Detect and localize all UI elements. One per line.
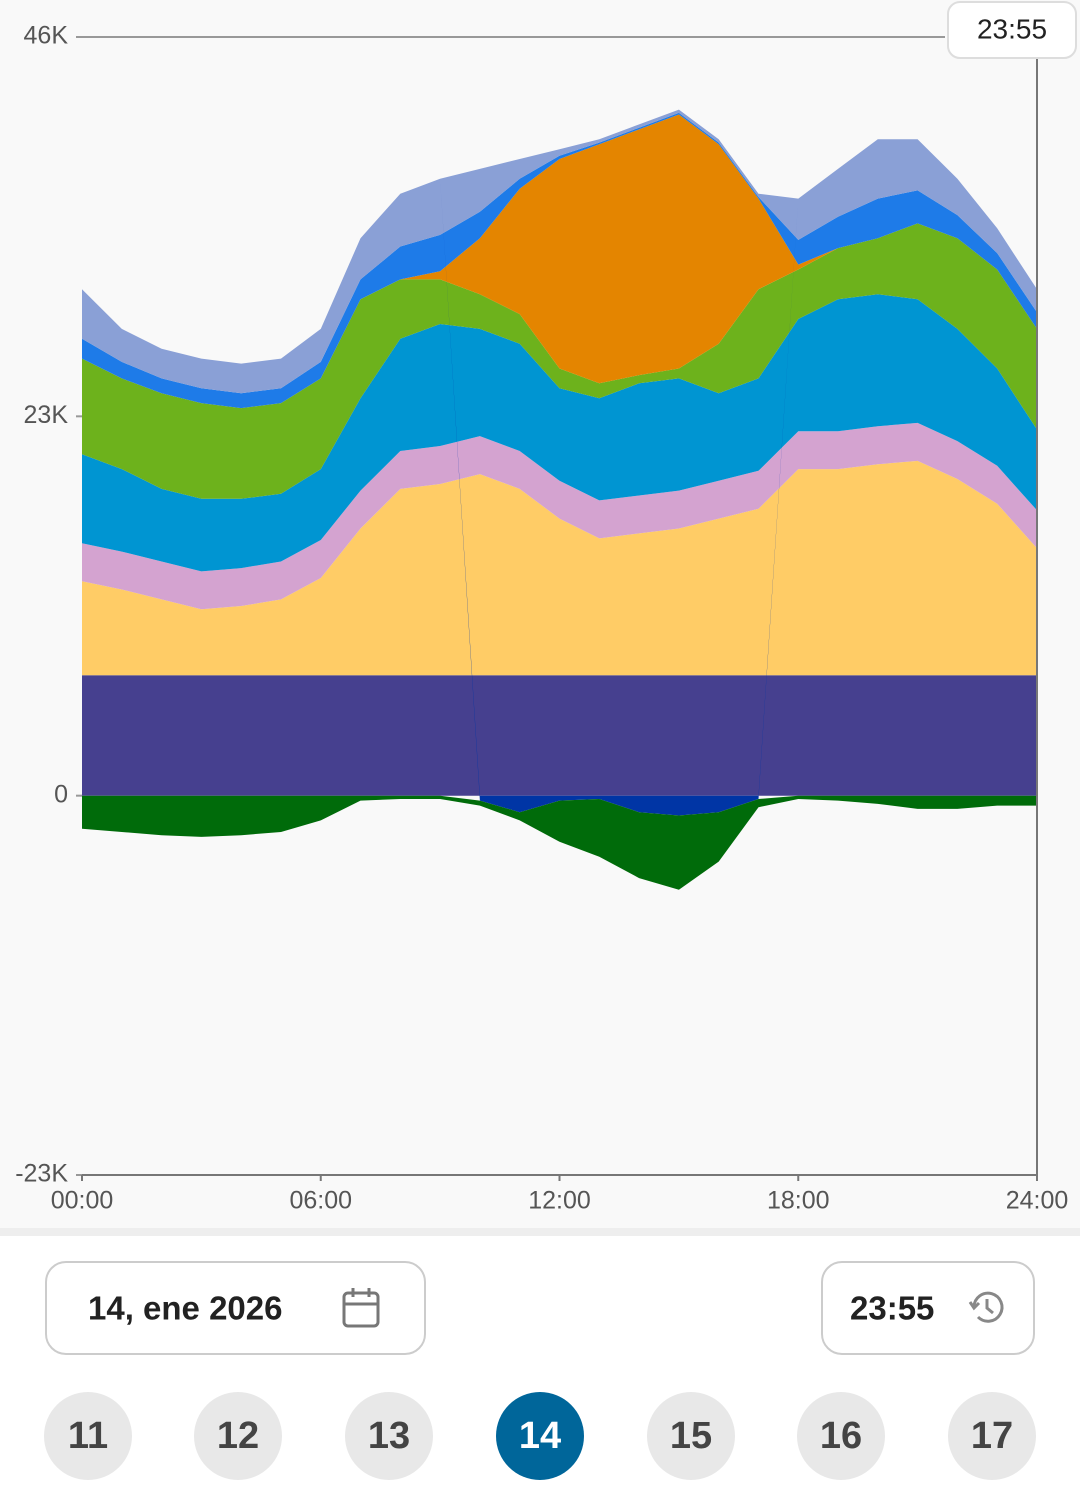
day-label: 11: [68, 1415, 108, 1457]
area: [82, 675, 1037, 796]
day-label: 15: [670, 1415, 712, 1457]
day-button[interactable]: [948, 1392, 1036, 1480]
area: [82, 114, 1037, 409]
day-button[interactable]: [44, 1392, 132, 1480]
calendar-icon: [342, 1288, 380, 1328]
day-button[interactable]: [647, 1392, 735, 1480]
history-icon: [968, 1291, 1004, 1323]
x-tick-label: 24:00: [1006, 1187, 1069, 1215]
area: [82, 109, 1037, 394]
area: [82, 460, 1037, 676]
area: [82, 795, 1037, 890]
day-label: 16: [820, 1415, 862, 1457]
x-tick-label: 00:00: [51, 1187, 114, 1215]
day-button[interactable]: [496, 1392, 584, 1480]
day-label: 17: [971, 1415, 1013, 1457]
y-tick-label: 0: [54, 780, 68, 808]
time-picker[interactable]: [821, 1261, 1035, 1355]
y-tick-label: 23K: [24, 401, 69, 429]
day-selector: 11 12 13 14 15 16 17: [44, 1392, 1036, 1480]
area: [82, 422, 1037, 610]
day-button[interactable]: [797, 1392, 885, 1480]
date-text: 14, ene 2026: [88, 1290, 283, 1327]
day-label: 14: [519, 1415, 561, 1457]
x-tick-label: 18:00: [767, 1187, 830, 1215]
plot: [82, 109, 1037, 890]
day-button[interactable]: [194, 1392, 282, 1480]
x-tick-label: 12:00: [528, 1187, 591, 1215]
area: [82, 294, 1037, 572]
date-picker[interactable]: [45, 1261, 426, 1355]
tooltip-box: [947, 1, 1077, 59]
x-tick-label: 06:00: [289, 1187, 352, 1215]
y-tick-label: -23K: [15, 1160, 68, 1188]
day-label: 12: [217, 1415, 259, 1457]
day-button[interactable]: [345, 1392, 433, 1480]
area: [82, 223, 1037, 499]
tooltip-time: 23:55: [977, 13, 1047, 44]
day-label: 13: [368, 1415, 410, 1457]
y-tick-label: 46K: [24, 22, 69, 50]
time-text: 23:55: [850, 1290, 934, 1327]
